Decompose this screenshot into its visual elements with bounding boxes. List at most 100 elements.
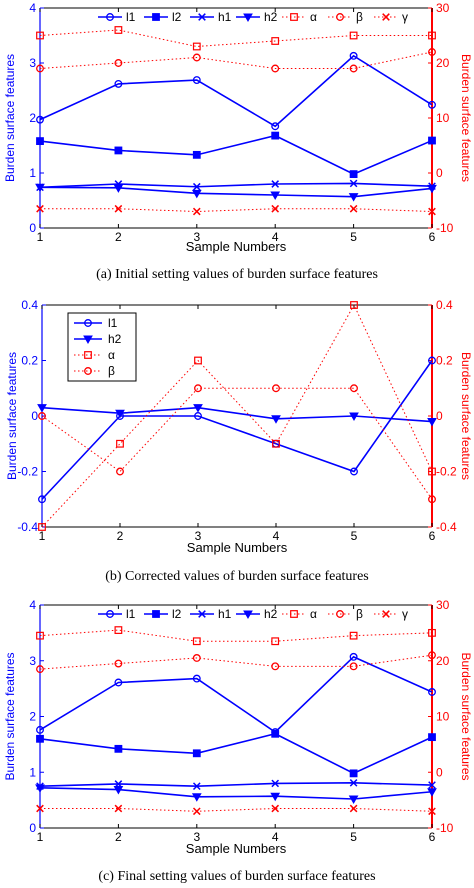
legend-marker-h1 [198,13,206,21]
x-tick-label: 5 [350,830,357,844]
legend-label-h2: h2 [264,10,278,24]
data-point-h1 [349,179,358,188]
data-point-β [36,665,44,674]
legend-marker-β [84,367,92,375]
legend-label-β: β [356,607,363,621]
data-point-β [114,59,123,67]
data-point-h2 [35,183,45,193]
series-line-β [39,654,433,670]
y-tick-label-left: 3 [29,654,36,668]
x-axis-label: Sample Numbers [187,540,288,555]
x-tick-label: 3 [195,529,202,543]
y-tick-label-left: 0 [31,409,38,423]
data-point-α [114,626,123,634]
y-tick-label-right: 10 [436,111,450,125]
x-tick-label: 5 [350,230,357,244]
y-tick-label-left: -0.2 [17,465,38,479]
series-line-α [41,303,433,528]
data-point-β [192,53,201,62]
y-tick-label-right: 0.4 [436,298,453,312]
x-tick-label: 4 [273,529,280,543]
x-tick-label: 6 [429,529,436,543]
data-point-α [36,631,44,640]
data-point-α [272,439,280,448]
series-line-h1 [39,182,433,189]
data-point-h2 [191,189,202,199]
y-tick-label-right: -0.2 [436,465,457,479]
data-point-h2 [113,786,124,795]
data-point-h2 [113,184,124,193]
y-tick-label-right: 10 [436,710,450,724]
legend-label-α: α [310,607,317,621]
data-point-l1 [349,51,358,60]
data-point-α [114,26,123,34]
data-point-β [38,412,46,420]
y-axis-label-left: Burden surface features [3,54,17,182]
series-line-h2 [39,787,433,800]
legend-marker-l1 [106,13,114,21]
x-tick-label: 1 [37,230,44,244]
data-point-β [271,64,280,73]
data-point-β [428,48,436,56]
data-point-l2 [349,170,358,179]
data-point-α [116,439,124,448]
y-axis-label-right: Burden surface features [459,652,473,780]
data-point-γ [428,207,436,216]
series-line-h2 [41,406,433,423]
data-point-α [428,467,436,476]
legend-marker-β [336,610,344,618]
x-axis-label: Sample Numbers [186,239,287,254]
data-point-h2 [427,788,437,797]
legend-marker-l2 [152,610,160,618]
legend-label-l1: l1 [126,607,136,621]
x-tick-label: 3 [193,830,200,844]
data-point-γ [349,204,358,213]
legend-label-β: β [108,364,115,378]
data-point-β [428,495,436,504]
data-point-α [271,37,280,45]
legend-marker-α [290,13,298,21]
data-point-β [114,659,123,668]
data-point-γ [192,207,201,216]
x-tick-label: 2 [115,830,122,844]
data-point-l2 [271,131,280,140]
data-point-γ [114,804,123,813]
data-point-h2 [37,404,47,413]
figure-caption: (c) Final setting values of burden surfa… [98,869,375,883]
x-tick-label: 4 [272,830,279,844]
data-point-h1 [271,779,280,788]
data-point-α [38,523,46,531]
y-tick-label-right: -10 [436,821,454,835]
data-point-γ [114,204,123,213]
data-point-l2 [349,769,358,778]
data-point-α [36,31,44,40]
x-tick-label: 6 [429,830,436,844]
y-tick-label-right: 30 [436,1,450,15]
data-point-β [428,651,436,660]
data-point-h2 [348,193,359,202]
y-tick-label-right: 20 [436,654,450,668]
data-point-l2 [192,150,201,159]
data-point-l1 [192,674,201,683]
data-point-l1 [192,76,201,84]
data-point-γ [36,204,44,213]
data-point-h1 [192,182,201,191]
data-point-l1 [271,122,280,131]
legend-label-l2: l2 [172,10,182,24]
chart-panel-b: 1 2 3 4 5 6-0.4-0.200.20.4-0.4-0.200.20.4Burd… [5,298,473,584]
data-point-α [192,42,201,51]
y-tick-label-right: 0.2 [436,354,453,368]
y-tick-label-left: 0 [29,221,36,235]
data-point-β [36,64,44,73]
data-point-l1 [428,688,436,696]
series-line-α [39,629,433,642]
legend-label-h2: h2 [264,607,278,621]
data-point-α [350,301,358,309]
data-point-l1 [428,356,436,365]
series-line-γ [40,208,433,213]
x-tick-label: 5 [351,529,358,543]
x-axis-label: Sample Numbers [186,841,287,856]
